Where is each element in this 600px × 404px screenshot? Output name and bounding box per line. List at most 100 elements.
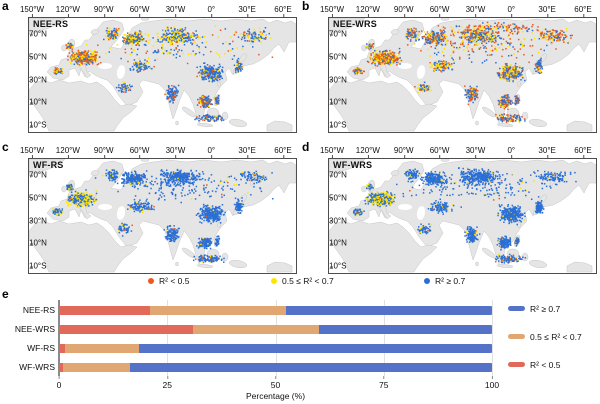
map-x-tick-label: 0° (207, 5, 216, 17)
map-y-tick-label: 10°S (329, 121, 346, 130)
map-canvas-nee-wrs (329, 18, 596, 132)
map-y-tick-label: 50°N (329, 52, 347, 61)
map-y-tick-label: 30°N (329, 75, 347, 84)
bar-category-label: NEE-RS (22, 305, 55, 315)
bar-segment (286, 306, 492, 315)
legend-swatch-r2-high-icon (508, 306, 525, 311)
x-tick-label: 25 (162, 376, 172, 390)
map-x-tick-label: 30°E (538, 146, 556, 158)
map-title-wf-wrs: WF-WRS (333, 160, 373, 170)
map-y-tick-label: 50°N (329, 193, 347, 202)
bar-chart-plot-area: 0 25 50 75 100 (57, 300, 499, 390)
bar-segment (318, 325, 492, 334)
gridline (167, 300, 169, 376)
map-title-nee-wrs: NEE-WRS (333, 19, 377, 29)
bar-category-label: NEE-WRS (14, 324, 55, 334)
bar-segment (59, 306, 150, 315)
map-x-tick-label: 30°W (465, 146, 486, 158)
panel-letter-b: b (302, 0, 310, 13)
legend-label-r2-high: R² ≥ 0.7 (435, 276, 466, 286)
stacked-bar-nee-rs (59, 306, 492, 315)
map-x-tick-label: 120°W (355, 5, 380, 17)
map-panel-nee-wrs: NEE-WRS 150°W 120°W 90°W 60°W 30°W 0° 30°E 60°E… (320, 5, 597, 133)
map-x-tick-label: 60°W (129, 146, 150, 158)
map-y-tick-label: 10°N (29, 239, 47, 248)
legend-label-r2-low: R² < 0.5 (159, 276, 190, 286)
x-axis-title: Percentage (%) (245, 391, 306, 401)
bar-segment (59, 344, 66, 353)
map-panel-nee-rs: NEE-RS 150°W 120°W 90°W 60°W 30°W 0° 30°E 60°E 7… (20, 5, 297, 133)
map-x-tick-label: 0° (507, 5, 516, 17)
map-x-tick-label: 60°E (574, 146, 592, 158)
map-y-tick-label: 70°N (329, 171, 347, 180)
map-y-tick-label: 70°N (29, 171, 47, 180)
map-x-tick-label: 30°W (165, 146, 186, 158)
map-y-tick-label: 30°N (329, 216, 347, 225)
stacked-bar-wf-rs (59, 344, 492, 353)
bar-category-label: WF-WRS (19, 362, 55, 372)
bar-segment (65, 344, 140, 353)
map-title-nee-rs: NEE-RS (33, 19, 69, 29)
bar-segment (59, 363, 64, 372)
legend-dot-r2-low-icon (148, 278, 154, 284)
map-y-tick-label: 10°S (29, 262, 46, 271)
map-x-tick-label: 30°W (465, 5, 486, 17)
map-x-tick-label: 120°W (55, 5, 80, 17)
legend-dot-r2-high-icon (424, 278, 430, 284)
map-y-tick-label: 50°N (29, 193, 47, 202)
map-panel-wf-rs: WF-RS 150°W 120°W 90°W 60°W 30°W 0° 30°E 60°E 70… (20, 146, 297, 274)
map-x-tick-label: 60°W (129, 5, 150, 17)
gridline (492, 300, 493, 376)
map-x-tick-label: 30°E (238, 5, 256, 17)
chart-legend-label-r2-high: R² ≥ 0.7 (530, 303, 561, 314)
map-y-tick-label: 10°S (29, 121, 46, 130)
bar-segment (193, 325, 319, 334)
gridline (275, 300, 277, 376)
map-x-tick-label: 90°W (93, 5, 114, 17)
map-y-tick-label: 10°N (329, 98, 347, 107)
x-tick-label: 75 (379, 376, 389, 390)
map-panel-wf-wrs: WF-WRS 150°W 120°W 90°W 60°W 30°W 0° 30°E 60°E 7… (320, 146, 597, 274)
map-x-tick-label: 0° (507, 146, 516, 158)
legend-label-r2-mid: 0.5 ≤ R² < 0.7 (282, 276, 334, 286)
map-y-tick-label: 30°N (29, 75, 47, 84)
map-x-tick-label: 30°E (538, 5, 556, 17)
legend-swatch-r2-low-icon (508, 362, 525, 367)
map-y-tick-label: 10°N (329, 239, 347, 248)
map-x-tick-label: 150°W (19, 146, 45, 158)
map-canvas-nee-rs (29, 18, 296, 132)
map-y-tick-label: 10°S (329, 262, 346, 271)
map-y-tick-label: 10°N (29, 98, 47, 107)
map-y-tick-label: 70°N (329, 30, 347, 39)
panel-letter-a: a (2, 0, 9, 13)
map-y-tick-label: 30°N (29, 216, 47, 225)
x-tick-label: 100 (484, 376, 500, 390)
bar-segment (59, 325, 194, 334)
x-tick-label: 50 (270, 376, 281, 390)
map-dot-legend: R² < 0.5 0.5 ≤ R² < 0.7 R² ≥ 0.7 (0, 276, 600, 288)
legend-dot-r2-mid-icon (271, 278, 277, 284)
map-x-tick-label: 150°W (19, 5, 45, 17)
map-x-tick-label: 60°W (429, 146, 450, 158)
map-x-tick-label: 90°W (393, 146, 414, 158)
map-title-wf-rs: WF-RS (33, 160, 64, 170)
map-y-tick-label: 50°N (29, 52, 47, 61)
chart-legend-label-r2-low: R² < 0.5 (530, 359, 561, 370)
stacked-bar-wf-wrs (59, 363, 492, 372)
map-x-tick-label: 90°W (93, 146, 114, 158)
stacked-bar-nee-wrs (59, 325, 492, 334)
gridline (383, 300, 385, 376)
map-canvas-wf-rs (29, 159, 296, 273)
bar-chart-panel: NEE-RS NEE-WRS WF-RS WF-WRS 0 25 50 75 100 P… (0, 296, 600, 404)
bar-segment (139, 344, 492, 353)
map-x-tick-label: 150°W (319, 5, 345, 17)
map-x-tick-label: 60°E (274, 146, 292, 158)
map-x-tick-label: 30°W (165, 5, 186, 17)
panel-letter-d: d (302, 140, 310, 154)
map-x-tick-label: 120°W (355, 146, 380, 158)
map-x-tick-label: 120°W (55, 146, 80, 158)
bar-segment (63, 363, 131, 372)
legend-swatch-r2-mid-icon (508, 334, 525, 339)
map-canvas-wf-wrs (329, 159, 596, 273)
